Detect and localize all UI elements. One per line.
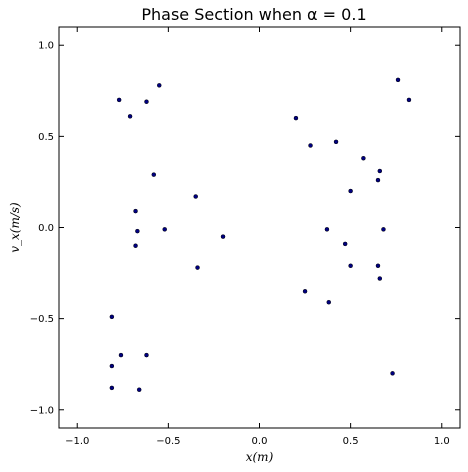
x-axis-label: x(m) xyxy=(246,450,274,464)
scatter-point xyxy=(348,263,353,269)
scatter-point xyxy=(381,227,386,232)
chart-title: Phase Section when α = 0.1 xyxy=(141,5,366,24)
scatter-point xyxy=(133,243,138,248)
y-tick-label: 1.0 xyxy=(38,41,54,52)
scatter-point xyxy=(361,155,366,161)
scatter-point xyxy=(395,77,401,83)
scatter-point xyxy=(144,352,149,358)
scatter-point xyxy=(109,363,115,369)
x-tick-label: 1.0 xyxy=(434,436,450,447)
scatter-point xyxy=(375,177,381,183)
y-tick-label: 0.0 xyxy=(38,223,54,234)
y-tick-label: −0.5 xyxy=(30,314,54,325)
scatter-point xyxy=(375,263,381,269)
scatter-point xyxy=(377,276,383,281)
scatter-point xyxy=(390,371,395,376)
scatter-point xyxy=(302,289,308,294)
scatter-point xyxy=(151,172,157,177)
scatter-point xyxy=(293,115,299,121)
scatter-point xyxy=(109,385,115,391)
axis-ticks xyxy=(59,27,460,428)
scatter-points xyxy=(109,77,412,392)
scatter-point xyxy=(406,97,412,103)
y-tick-label: −1.0 xyxy=(30,405,54,416)
scatter-point xyxy=(326,299,332,305)
scatter-point xyxy=(116,97,122,103)
scatter-point xyxy=(118,352,124,358)
scatter-point xyxy=(308,143,313,148)
scatter-point xyxy=(324,227,330,232)
scatter-point xyxy=(333,139,339,145)
scatter-point xyxy=(157,83,162,88)
scatter-point xyxy=(162,227,167,232)
scatter-point xyxy=(144,99,149,104)
scatter-point xyxy=(109,314,115,320)
x-tick-label: 0.5 xyxy=(343,436,359,447)
scatter-point xyxy=(135,228,140,234)
scatter-point xyxy=(133,208,138,214)
scatter-point xyxy=(342,241,348,247)
scatter-point xyxy=(193,194,198,199)
scatter-point xyxy=(220,234,226,239)
x-tick-label: 0.0 xyxy=(252,436,268,447)
axis-tick-labels: −1.0 −0.5 0.0 0.5 1.0 −1.0 −0.5 0.0 0.5 1.0 xyxy=(30,41,450,447)
y-axis-label: v_x(m/s) xyxy=(8,202,22,253)
plot-frame xyxy=(58,26,461,429)
x-tick-label: −0.5 xyxy=(156,436,180,447)
scatter-point xyxy=(127,114,133,119)
scatter-point xyxy=(136,387,142,392)
scatter-point xyxy=(377,168,383,174)
scatter-point xyxy=(348,188,353,194)
scatter-point xyxy=(195,265,200,270)
x-tick-label: −1.0 xyxy=(65,436,89,447)
y-tick-label: 0.5 xyxy=(38,132,54,143)
